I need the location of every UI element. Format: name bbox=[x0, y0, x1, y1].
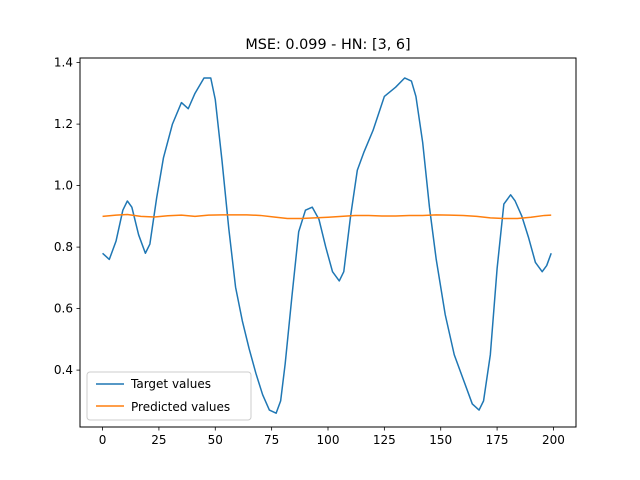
x-tick-label: 0 bbox=[99, 433, 107, 447]
x-tick-label: 25 bbox=[151, 433, 166, 447]
legend-frame bbox=[86, 371, 252, 421]
x-tick-label: 75 bbox=[264, 433, 279, 447]
y-tick-label: 0.8 bbox=[54, 240, 73, 254]
series-line-predicted bbox=[102, 213, 552, 220]
y-tick-label: 0.6 bbox=[54, 302, 73, 316]
x-tick-label: 200 bbox=[542, 433, 565, 447]
series-line-target bbox=[102, 77, 552, 414]
y-tick-label: 1.4 bbox=[54, 56, 73, 70]
x-tick-label: 125 bbox=[373, 433, 396, 447]
chart-title: MSE: 0.099 - HN: [3, 6] bbox=[245, 37, 410, 53]
x-tick-label: 100 bbox=[317, 433, 340, 447]
y-tick-label: 0.4 bbox=[54, 363, 73, 377]
x-tick-label: 175 bbox=[486, 433, 509, 447]
legend: Target values Predicted values bbox=[86, 371, 252, 421]
plot-area bbox=[102, 77, 552, 414]
x-tick-label: 150 bbox=[429, 433, 452, 447]
x-axis: 0 25 50 75 100 125 150 175 200 bbox=[99, 427, 565, 447]
y-tick-label: 1.0 bbox=[54, 179, 73, 193]
y-axis: 0.4 0.6 0.8 1.0 1.2 1.4 bbox=[54, 56, 80, 377]
y-tick-label: 1.2 bbox=[54, 117, 73, 131]
x-tick-label: 50 bbox=[208, 433, 223, 447]
legend-label-predicted: Predicted values bbox=[131, 400, 230, 414]
legend-label-target: Target values bbox=[130, 377, 211, 391]
